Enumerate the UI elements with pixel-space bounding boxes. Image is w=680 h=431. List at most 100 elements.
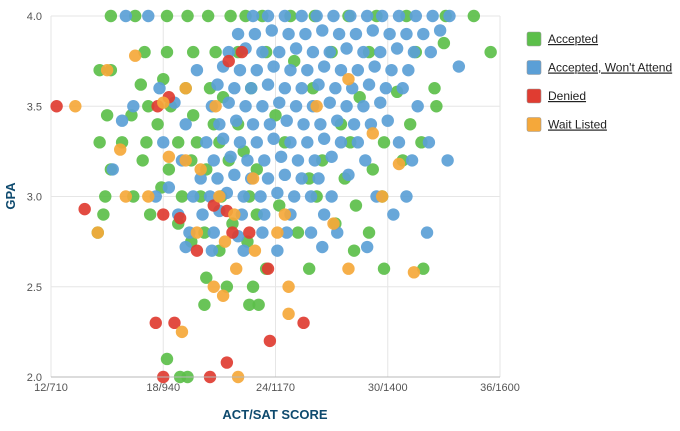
data-point	[317, 132, 331, 145]
data-point	[428, 82, 441, 95]
data-point	[420, 226, 434, 239]
legend-label[interactable]: Accepted, Won't Attend	[548, 61, 672, 75]
data-point	[297, 316, 310, 330]
data-point	[351, 136, 365, 149]
data-point	[274, 150, 288, 163]
data-point	[437, 36, 451, 50]
data-point	[200, 271, 213, 284]
data-point	[325, 190, 338, 203]
data-point	[157, 96, 170, 109]
data-point	[308, 154, 321, 167]
data-point	[278, 82, 292, 95]
legend-swatch	[526, 117, 542, 132]
data-point	[334, 136, 348, 149]
data-point	[411, 100, 424, 113]
data-point	[422, 136, 436, 149]
data-point	[433, 24, 447, 37]
data-point	[417, 27, 430, 41]
data-point	[190, 226, 204, 239]
data-point	[207, 226, 220, 239]
legend-label[interactable]: Accepted	[548, 32, 598, 46]
data-point	[97, 208, 110, 221]
data-points	[50, 9, 497, 384]
data-point	[228, 168, 241, 182]
data-point	[404, 118, 417, 131]
series-1	[106, 9, 466, 257]
data-point	[244, 82, 258, 95]
data-point	[78, 202, 91, 216]
data-point	[213, 118, 226, 131]
data-point	[100, 109, 114, 122]
data-point	[377, 136, 391, 149]
data-point	[295, 9, 308, 23]
data-point	[312, 172, 325, 185]
data-point	[254, 190, 267, 203]
legend-label[interactable]: Wait Listed	[548, 118, 607, 132]
data-point	[280, 114, 293, 127]
data-point	[256, 45, 269, 59]
data-point	[207, 280, 220, 293]
data-point	[467, 9, 481, 23]
data-point	[417, 262, 430, 275]
data-point	[357, 100, 370, 113]
data-point	[209, 100, 222, 113]
data-point	[310, 9, 323, 23]
x-axis-title: ACT/SAT SCORE	[222, 407, 328, 422]
data-point	[258, 208, 271, 221]
data-point	[104, 9, 118, 23]
legend-label[interactable]: Denied	[548, 89, 586, 103]
data-point	[248, 244, 262, 257]
data-point	[400, 190, 413, 203]
data-point	[342, 262, 355, 275]
data-point	[175, 325, 189, 339]
data-point	[50, 100, 63, 113]
data-point	[228, 82, 241, 95]
data-point	[100, 63, 114, 77]
data-point	[151, 118, 164, 131]
data-point	[400, 27, 413, 41]
data-point	[213, 190, 226, 203]
data-point	[304, 226, 318, 239]
y-tick-label: 3.5	[27, 101, 42, 113]
data-point	[194, 163, 207, 176]
data-point	[235, 45, 249, 59]
data-point	[282, 27, 295, 41]
data-point	[331, 114, 344, 127]
data-point	[405, 154, 419, 167]
data-point	[284, 63, 297, 77]
data-point	[310, 100, 323, 113]
data-point	[317, 208, 331, 221]
data-point	[250, 63, 263, 77]
data-point	[282, 307, 295, 321]
data-point	[366, 127, 379, 140]
data-point	[263, 118, 277, 131]
data-point	[261, 262, 275, 275]
data-point	[201, 9, 215, 23]
data-point	[302, 262, 316, 275]
data-point	[312, 78, 325, 91]
data-point	[205, 244, 219, 257]
data-point	[379, 82, 393, 95]
data-point	[295, 82, 308, 95]
data-point	[383, 27, 396, 41]
legend-swatch	[526, 88, 542, 104]
data-point	[69, 100, 82, 113]
data-point	[256, 226, 269, 239]
data-point	[362, 78, 376, 91]
data-point	[407, 266, 421, 279]
data-point	[115, 114, 129, 127]
data-point	[263, 334, 277, 348]
data-point	[179, 82, 192, 95]
data-point	[250, 136, 263, 149]
data-point	[91, 226, 104, 239]
data-point	[299, 27, 312, 41]
data-point	[134, 78, 147, 91]
data-point	[366, 163, 379, 176]
data-point	[334, 63, 348, 77]
data-point	[297, 118, 310, 131]
data-point	[342, 168, 355, 182]
data-point	[258, 154, 271, 167]
data-point	[267, 132, 280, 145]
data-point	[332, 27, 346, 41]
